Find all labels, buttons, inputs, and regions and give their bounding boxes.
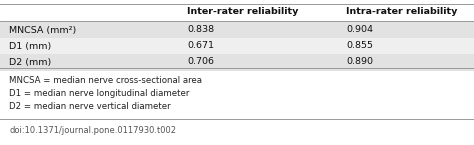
Text: Intra-rater reliability: Intra-rater reliability [346, 8, 457, 17]
Text: 0.706: 0.706 [187, 58, 214, 67]
Text: Inter-rater reliability: Inter-rater reliability [187, 8, 299, 17]
Text: MNCSA (mm²): MNCSA (mm²) [9, 26, 77, 35]
Text: D1 = median nerve longitudinal diameter: D1 = median nerve longitudinal diameter [9, 89, 190, 98]
Bar [0, 54, 474, 71]
Text: MNCSA = median nerve cross-sectional area: MNCSA = median nerve cross-sectional are… [9, 76, 202, 85]
Text: 0.890: 0.890 [346, 58, 373, 67]
Text: doi:10.1371/journal.pone.0117930.t002: doi:10.1371/journal.pone.0117930.t002 [9, 126, 176, 135]
Text: D2 = median nerve vertical diameter: D2 = median nerve vertical diameter [9, 102, 171, 111]
Text: 0.904: 0.904 [346, 26, 373, 35]
Bar [0, 22, 474, 39]
Text: 0.855: 0.855 [346, 41, 373, 50]
Text: 0.671: 0.671 [187, 41, 214, 50]
Text: D2 (mm): D2 (mm) [9, 58, 52, 67]
Text: 0.838: 0.838 [187, 26, 214, 35]
Bar [0, 38, 474, 55]
Text: D1 (mm): D1 (mm) [9, 41, 52, 50]
